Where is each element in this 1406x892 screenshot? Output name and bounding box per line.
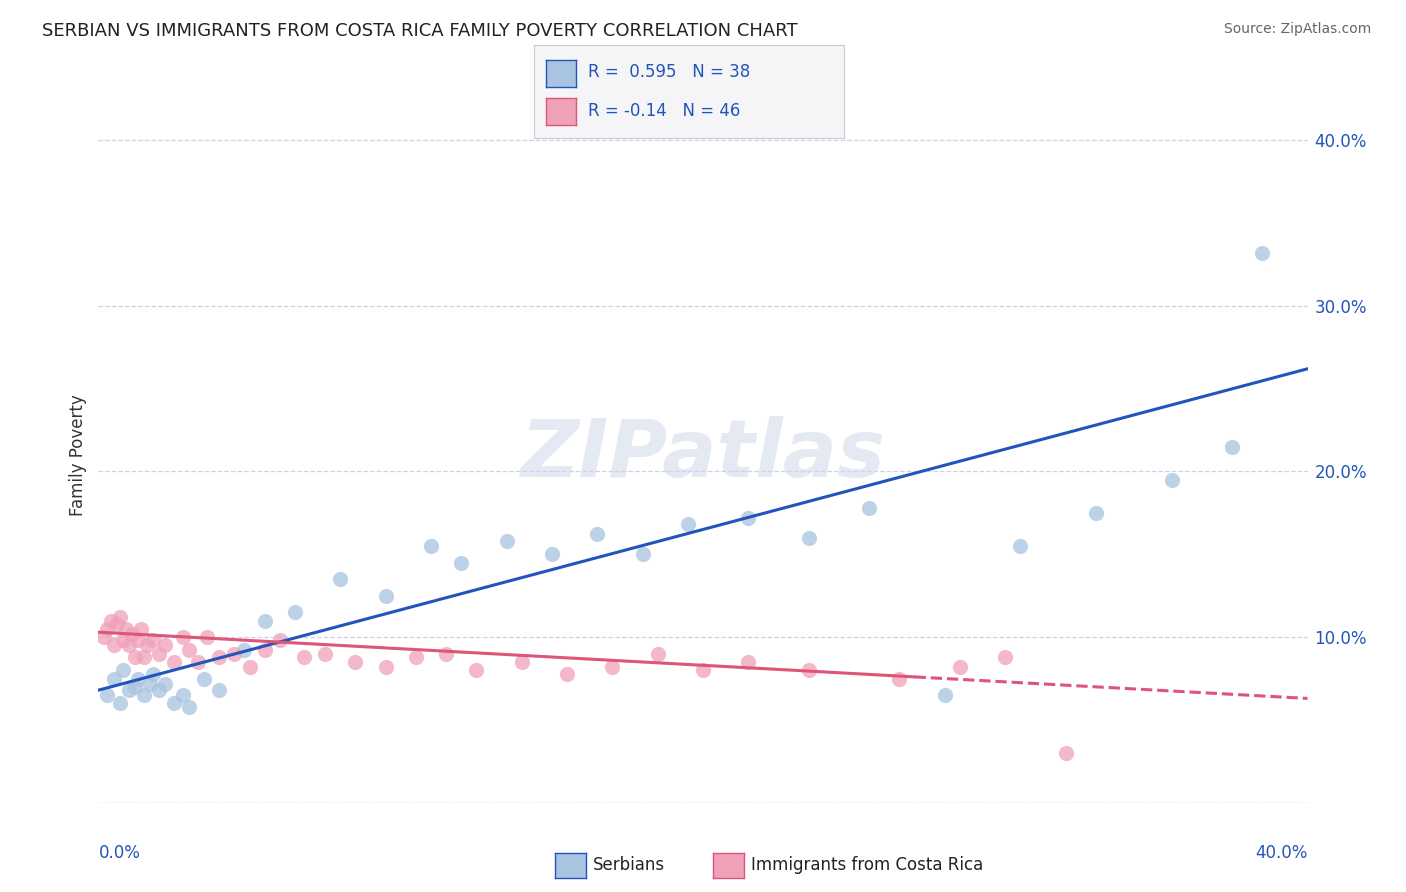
Point [96,688,118,702]
Text: SERBIAN VS IMMIGRANTS FROM COSTA RICA FAMILY POVERTY CORRELATION CHART: SERBIAN VS IMMIGRANTS FROM COSTA RICA FA… [42,22,797,40]
Text: R =  0.595   N = 38: R = 0.595 N = 38 [588,63,749,81]
Point [737,655,759,669]
Text: 40.0%: 40.0% [1256,844,1308,863]
Point [129,622,152,636]
Point [631,547,654,561]
Point [344,655,367,669]
Text: ZIPatlas: ZIPatlas [520,416,886,494]
Point [153,676,176,690]
Point [127,672,149,686]
Point [1251,245,1274,260]
Point [858,500,880,515]
Point [253,643,276,657]
Point [132,650,155,665]
Point [1054,746,1077,760]
Point [105,616,128,631]
Point [797,531,820,545]
Point [118,639,141,653]
Point [269,633,291,648]
Point [103,672,125,686]
Point [465,663,488,677]
Point [103,639,125,653]
Point [208,683,231,698]
Point [434,647,457,661]
Text: Serbians: Serbians [593,856,665,874]
Point [108,697,131,711]
Point [111,663,134,677]
Point [586,527,609,541]
Point [153,639,176,653]
Point [1085,506,1108,520]
Point [142,633,165,648]
Point [934,688,956,702]
Point [692,663,714,677]
Point [495,534,517,549]
Point [142,666,165,681]
Point [647,647,669,661]
Point [127,633,149,648]
Point [132,688,155,702]
Point [124,650,146,665]
Point [118,683,141,698]
Point [148,683,170,698]
Point [329,572,352,586]
Point [121,627,143,641]
Point [100,614,122,628]
Point [1010,539,1032,553]
Point [405,650,427,665]
Point [555,666,578,681]
Point [510,655,533,669]
Point [135,639,157,653]
Point [292,650,315,665]
Point [124,680,146,694]
Point [208,650,231,665]
Point [111,633,134,648]
Point [420,539,443,553]
Point [172,688,194,702]
Y-axis label: Family Poverty: Family Poverty [69,394,87,516]
Point [179,643,201,657]
Point [676,517,699,532]
Point [949,660,972,674]
Point [253,614,276,628]
Point [224,647,246,661]
Point [108,610,131,624]
Point [163,655,186,669]
Point [314,647,336,661]
Point [139,676,162,690]
Point [187,655,209,669]
Point [602,660,624,674]
Point [540,547,562,561]
Point [114,622,136,636]
Point [239,660,262,674]
Text: Source: ZipAtlas.com: Source: ZipAtlas.com [1223,22,1371,37]
Point [284,605,307,619]
Point [1160,473,1182,487]
Point [93,630,115,644]
Point [163,697,186,711]
Point [172,630,194,644]
Point [179,699,201,714]
Point [148,647,170,661]
Text: Immigrants from Costa Rica: Immigrants from Costa Rica [751,856,983,874]
Point [374,660,396,674]
Point [374,589,396,603]
Point [737,511,759,525]
Point [450,556,472,570]
Text: 0.0%: 0.0% [98,844,141,863]
Point [1220,440,1243,454]
Point [994,650,1017,665]
Point [232,643,254,657]
Point [195,630,218,644]
Point [96,622,118,636]
Point [889,672,911,686]
Point [797,663,820,677]
Point [193,672,215,686]
Text: R = -0.14   N = 46: R = -0.14 N = 46 [588,103,740,120]
